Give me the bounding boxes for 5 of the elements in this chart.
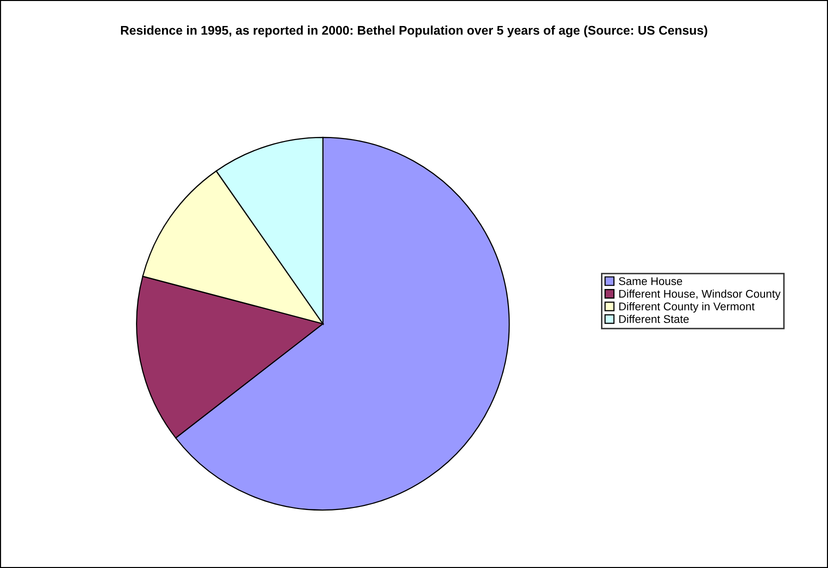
legend-label: Different House, Windsor County xyxy=(619,290,781,300)
legend-label: Different State xyxy=(619,314,689,324)
legend-label: Same House xyxy=(618,277,682,286)
legend-label: Different County in Vermont xyxy=(619,302,755,313)
chart-title: Residence in 1995, as reported in 2000: Bethel Population over 5 years of age (Source: US Census) xyxy=(121,26,708,38)
